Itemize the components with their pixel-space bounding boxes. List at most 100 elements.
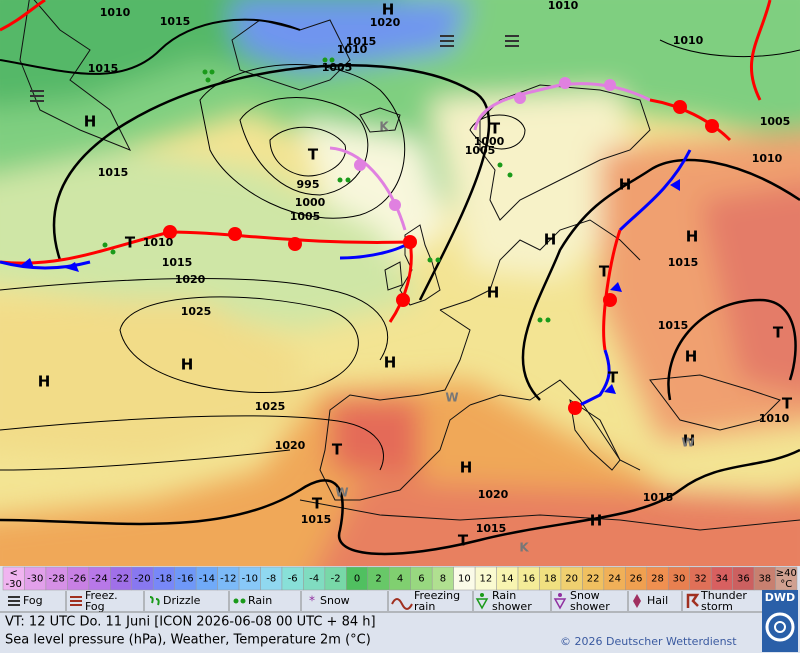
temperature-scale: <-30 -30 -28 -26 -24 -22 -20 -18 -16 -14 -12 -10 -8-… bbox=[2, 566, 798, 591]
legend-label: Freezing bbox=[414, 589, 460, 602]
fog-symbols bbox=[30, 35, 519, 102]
legend-label: Drizzle bbox=[163, 594, 201, 607]
cold-front-symbols bbox=[20, 179, 680, 394]
scale-label: -14 bbox=[199, 574, 215, 585]
map-label: T bbox=[599, 263, 610, 281]
map-label: W bbox=[445, 391, 458, 405]
scale-label: 8 bbox=[440, 574, 446, 585]
scale-label: 24 bbox=[608, 574, 621, 585]
legend-icon bbox=[8, 596, 20, 606]
map-label: K bbox=[379, 120, 389, 134]
scale-label: 18 bbox=[544, 574, 557, 585]
legend-label: shower bbox=[570, 600, 610, 613]
scale-label: 14 bbox=[501, 574, 514, 585]
description: Sea level pressure (hPa), Weather, Tempe… bbox=[5, 633, 371, 648]
shower-dot bbox=[480, 593, 484, 597]
map-label: 995 bbox=[297, 178, 320, 191]
scale-label: 22 bbox=[587, 574, 600, 585]
map-label: 1015 bbox=[643, 491, 674, 504]
legend-label: storm bbox=[701, 600, 733, 613]
map-label: 1010 bbox=[548, 0, 579, 12]
map: 101010151015H1015H1020101510101005101010… bbox=[0, 0, 800, 566]
map-label: 1015 bbox=[162, 256, 193, 269]
weather-legend: Fog Freez.Fog Drizzle Rain * Snow Freezingrain… bbox=[0, 589, 762, 613]
map-label: H bbox=[686, 228, 699, 246]
map-label: 1025 bbox=[255, 400, 286, 413]
map-label: 1025 bbox=[181, 305, 212, 318]
warm-front-symbols bbox=[163, 100, 719, 415]
map-label: K bbox=[519, 541, 529, 555]
scale-label: -26 bbox=[70, 574, 86, 585]
shower-icon bbox=[553, 598, 567, 610]
map-label: W bbox=[681, 436, 694, 450]
hail-icon bbox=[633, 594, 641, 608]
scale-label: -22 bbox=[113, 574, 129, 585]
scale-label: -2 bbox=[331, 574, 341, 585]
legend-icon bbox=[233, 598, 246, 604]
map-label: T bbox=[332, 441, 343, 459]
scale-label: -10 bbox=[242, 574, 258, 585]
legend-label: Thunder bbox=[700, 589, 747, 602]
legend-icon bbox=[475, 593, 489, 610]
map-label: 1015 bbox=[346, 35, 377, 48]
rain-icon bbox=[240, 598, 246, 604]
map-label: H bbox=[38, 373, 51, 391]
shower-dot bbox=[558, 593, 562, 597]
legend-icon bbox=[686, 593, 700, 608]
legend-label: Snow bbox=[320, 594, 350, 607]
scale-label: ≥40 bbox=[776, 568, 797, 579]
scale-label: -16 bbox=[177, 574, 193, 585]
map-label: H bbox=[384, 354, 397, 372]
shower-icon bbox=[475, 598, 489, 610]
map-labels: 101010151015H1015H1020101510101005101010… bbox=[38, 0, 793, 555]
map-label: T bbox=[773, 324, 784, 342]
occluded-front-symbols bbox=[354, 77, 616, 211]
scale-label: 2 bbox=[375, 574, 381, 585]
scale-label: 28 bbox=[651, 574, 664, 585]
coastlines bbox=[19, 0, 800, 531]
scale-label: 34 bbox=[716, 574, 729, 585]
legend-label: Freez. bbox=[85, 589, 118, 602]
fog-icon bbox=[8, 596, 20, 598]
map-label: H bbox=[181, 356, 194, 374]
map-label: 1015 bbox=[301, 513, 332, 526]
logo-mark bbox=[765, 612, 795, 642]
map-label: 1000 bbox=[295, 196, 326, 209]
map-label: W bbox=[335, 486, 348, 500]
map-label: T bbox=[490, 120, 501, 138]
map-label: H bbox=[382, 1, 395, 19]
map-label: T bbox=[608, 369, 619, 387]
scale-label: 10 bbox=[458, 574, 471, 585]
map-label: 1020 bbox=[275, 439, 306, 452]
scale-label: 12 bbox=[479, 574, 492, 585]
legend-label: Fog bbox=[23, 594, 43, 607]
map-label: 1015 bbox=[476, 522, 507, 535]
map-label: T bbox=[782, 395, 793, 413]
logo-text: DWD bbox=[765, 591, 795, 604]
freezing-fog-icon bbox=[70, 596, 82, 606]
map-label: 1010 bbox=[673, 34, 704, 47]
legend-icon bbox=[391, 598, 413, 610]
legend-label: Hail bbox=[647, 594, 668, 607]
map-label: H bbox=[685, 348, 698, 366]
map-label: 1015 bbox=[160, 15, 191, 28]
map-label: 1020 bbox=[370, 16, 401, 29]
map-label: 1005 bbox=[290, 210, 321, 223]
legend-label: shower bbox=[492, 600, 532, 613]
scale-label: 38 bbox=[758, 574, 771, 585]
logo: DWD bbox=[762, 590, 798, 652]
map-label: H bbox=[683, 432, 696, 450]
map-label: T bbox=[125, 234, 136, 252]
map-label: 1015 bbox=[88, 62, 119, 75]
map-label: T bbox=[458, 532, 469, 550]
thunder-icon bbox=[686, 593, 700, 608]
legend-label: Rain bbox=[492, 589, 516, 602]
scale-label: -30 bbox=[6, 579, 22, 590]
scale-label: -18 bbox=[156, 574, 172, 585]
map-label: 1015 bbox=[98, 166, 129, 179]
map-label: 1015 bbox=[658, 319, 689, 332]
map-label: 1010 bbox=[337, 43, 368, 56]
map-label: 1020 bbox=[175, 273, 206, 286]
